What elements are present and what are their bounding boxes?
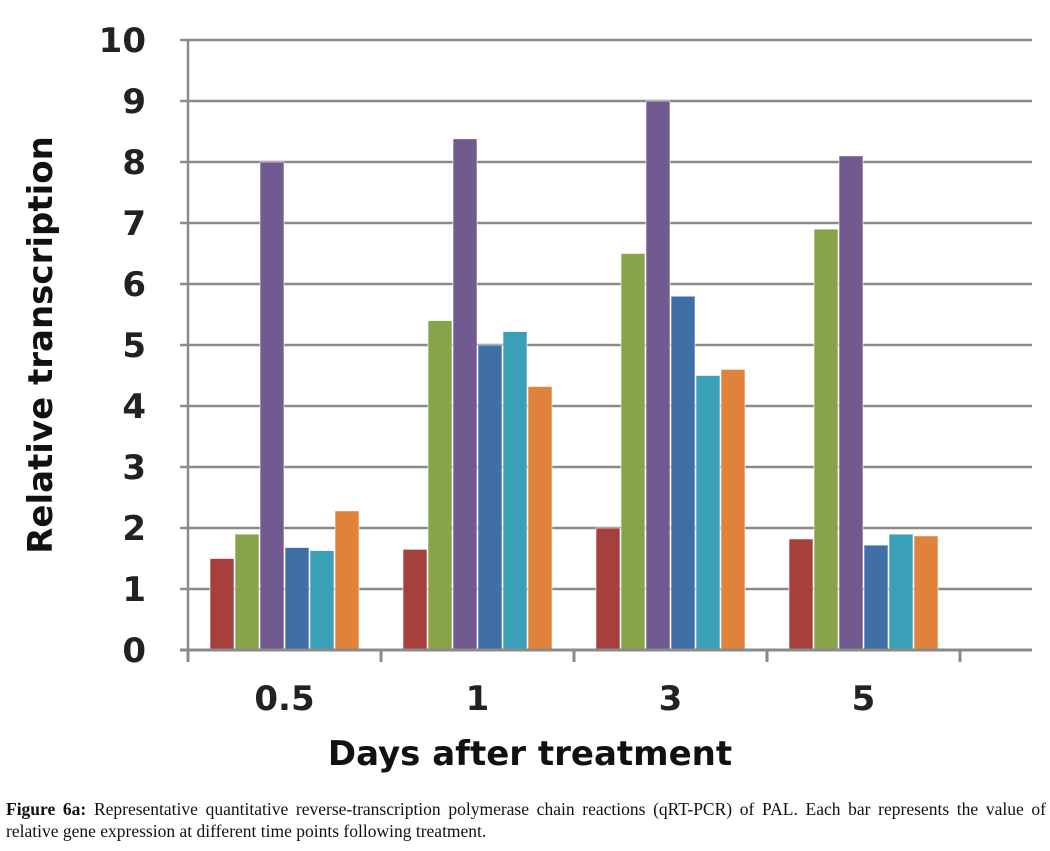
x-tick-label: 5	[852, 679, 876, 719]
bar	[720, 369, 746, 651]
y-tick-label: 0	[122, 631, 146, 671]
caption-label: Figure 6a:	[6, 799, 87, 819]
y-tick-label: 2	[122, 509, 146, 549]
axes	[180, 40, 1032, 662]
bar	[913, 535, 939, 651]
figure-caption: Figure 6a: Representative quantitative r…	[6, 798, 1046, 842]
y-tick-labels: 0 1 2 3 4 5 6 7 8 9 10	[99, 21, 146, 671]
bar	[670, 295, 696, 651]
bar	[284, 547, 310, 651]
bar	[863, 544, 889, 651]
bar	[427, 320, 453, 651]
bar	[452, 138, 478, 651]
bar	[888, 533, 914, 651]
bar	[595, 527, 621, 651]
bar	[259, 161, 285, 651]
bars	[209, 100, 939, 651]
y-tick-label: 5	[122, 326, 146, 366]
bar-chart: 0 1 2 3 4 5 6 7 8 9 10 0.5 1 3 5 Relative transcripti…	[21, 21, 1032, 774]
x-tick-label: 0.5	[254, 679, 314, 719]
bar	[788, 538, 814, 651]
caption-text: Representative quantitative reverse-tran…	[6, 799, 1046, 841]
x-tick-labels: 0.5 1 3 5	[254, 679, 875, 719]
bar	[527, 386, 553, 651]
y-tick-label: 8	[122, 143, 146, 183]
y-tick-label: 1	[122, 570, 146, 610]
y-tick-label: 7	[122, 204, 146, 244]
y-axis-title: Relative transcription	[21, 136, 61, 554]
x-tick-label: 3	[659, 679, 683, 719]
bar	[209, 558, 235, 651]
bar	[620, 253, 646, 651]
bar	[645, 100, 671, 651]
y-tick-label: 4	[122, 387, 146, 427]
bar	[234, 533, 260, 651]
bar	[309, 550, 335, 651]
bar	[402, 549, 428, 651]
y-tick-label: 3	[122, 448, 146, 488]
bar	[477, 344, 503, 651]
y-tick-label: 9	[122, 82, 146, 122]
y-tick-label: 10	[99, 21, 146, 61]
bar	[838, 155, 864, 651]
bar	[334, 510, 360, 651]
bar	[502, 331, 528, 651]
y-tick-label: 6	[122, 265, 146, 305]
bar	[695, 375, 721, 651]
gridlines	[180, 38, 1032, 591]
x-tick-label: 1	[466, 679, 490, 719]
x-axis-title: Days after treatment	[328, 734, 732, 774]
bar	[813, 228, 839, 651]
